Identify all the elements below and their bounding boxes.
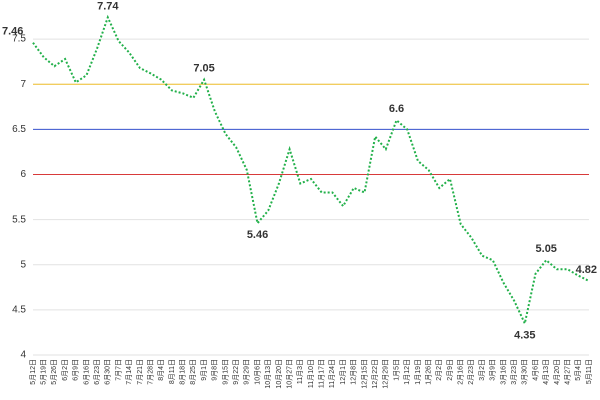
x-tick-label: 3月2日 — [478, 359, 486, 381]
x-tick-label: 5月26日 — [50, 359, 58, 385]
y-tick-label: 4 — [20, 350, 26, 361]
x-tick-label: 10月27日 — [285, 359, 293, 389]
data-label: 7.05 — [193, 63, 214, 75]
x-tick-label: 8月11日 — [168, 359, 176, 384]
x-tick-label: 6月16日 — [82, 359, 90, 385]
x-tick-label: 3月9日 — [489, 359, 497, 381]
x-tick-label: 2月9日 — [446, 359, 454, 381]
x-tick-label: 1月26日 — [424, 359, 432, 385]
data-label: 4.35 — [514, 329, 535, 341]
x-tick-label: 12月22日 — [371, 359, 379, 389]
x-tick-label: 7月28日 — [146, 359, 154, 385]
y-tick-label: 7.5 — [12, 34, 26, 45]
x-tick-label: 9月22日 — [232, 359, 240, 385]
x-tick-label: 3月30日 — [521, 359, 529, 385]
x-tick-label: 10月20日 — [275, 359, 283, 389]
data-label: 5.46 — [247, 229, 268, 241]
y-tick-label: 5.5 — [12, 214, 26, 225]
x-tick-label: 5月11日 — [585, 359, 593, 384]
x-tick-label: 2月16日 — [457, 359, 465, 385]
x-tick-label: 10月13日 — [264, 359, 272, 389]
line-series — [32, 14, 590, 327]
x-tick-label: 12月1日 — [339, 359, 347, 385]
x-tick-label: 1月12日 — [403, 359, 411, 385]
x-tick-label: 4月27日 — [563, 359, 571, 385]
x-tick-label: 3月16日 — [499, 359, 507, 385]
x-tick-label: 10月6日 — [253, 359, 261, 385]
y-tick-label: 5 — [20, 259, 26, 270]
x-tick-label: 1月5日 — [392, 359, 400, 381]
y-tick-label: 7 — [20, 79, 26, 90]
data-label: 4.82 — [576, 264, 597, 276]
x-tick-label: 8月18日 — [179, 359, 187, 385]
x-tick-label: 8月4日 — [157, 359, 165, 381]
y-tick-label: 6 — [20, 169, 26, 180]
x-tick-label: 9月8日 — [211, 359, 219, 381]
x-tick-label: 7月7日 — [114, 359, 122, 381]
x-tick-label: 7月21日 — [136, 359, 144, 385]
x-tick-label: 5月12日 — [29, 359, 37, 385]
x-tick-label: 2月23日 — [467, 359, 475, 385]
x-tick-label: 12月8日 — [350, 359, 358, 385]
x-tick-label: 9月15日 — [221, 359, 229, 385]
x-tick-label: 1月19日 — [414, 359, 422, 385]
y-tick-label: 6.5 — [12, 124, 26, 135]
data-label: 6.6 — [389, 103, 404, 115]
y-tick-label: 4.5 — [12, 305, 26, 316]
x-tick-label: 3月23日 — [510, 359, 518, 385]
x-tick-label: 5月4日 — [574, 359, 582, 381]
x-tick-label: 6月9日 — [72, 359, 80, 381]
x-tick-label: 6月23日 — [93, 359, 101, 385]
data-label: 7.46 — [2, 26, 23, 38]
x-tick-label: 4月20日 — [553, 359, 561, 385]
x-tick-label: 9月29日 — [243, 359, 251, 385]
x-tick-label: 12月29日 — [382, 359, 390, 389]
x-tick-label: 11月24日 — [328, 359, 336, 388]
x-tick-label: 4月13日 — [542, 359, 550, 385]
x-tick-label: 5月19日 — [40, 359, 48, 385]
x-tick-label: 6月30日 — [104, 359, 112, 385]
x-tick-label: 8月25日 — [189, 359, 197, 385]
data-label: 5.05 — [536, 243, 557, 255]
x-tick-label: 2月2日 — [435, 359, 443, 381]
x-tick-label: 4月6日 — [531, 359, 539, 381]
x-tick-label: 7月14日 — [125, 359, 133, 385]
x-tick-label: 6月2日 — [61, 359, 69, 381]
x-tick-label: 11月10日 — [307, 359, 315, 388]
x-tick-label: 12月15日 — [360, 359, 368, 389]
x-tick-label: 9月1日 — [200, 359, 208, 381]
x-tick-label: 11月3日 — [296, 359, 304, 384]
x-tick-label: 11月17日 — [318, 359, 326, 388]
data-label: 7.74 — [97, 0, 119, 12]
